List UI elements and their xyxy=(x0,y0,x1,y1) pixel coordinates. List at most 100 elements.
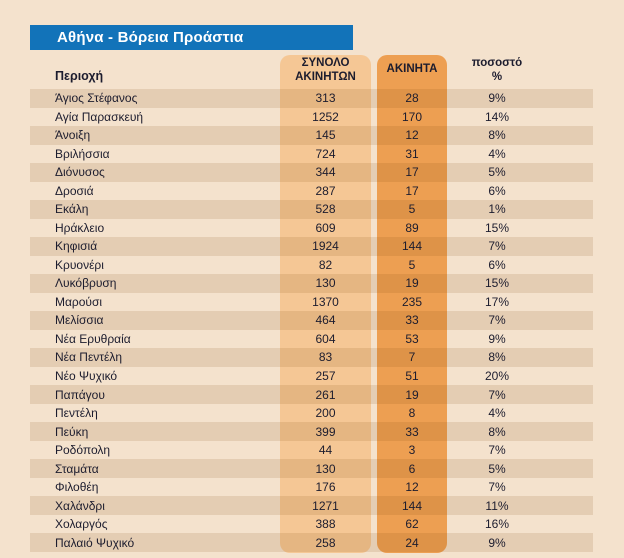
region-name: Ροδόπολη xyxy=(55,443,111,458)
total-value: 258 xyxy=(315,535,336,550)
region-name: Άνοιξη xyxy=(55,128,91,143)
table-row: Δροσιά 287 17 6% xyxy=(30,182,593,201)
total-value: 313 xyxy=(315,91,336,106)
percent-value: 7% xyxy=(488,443,506,458)
table-row: Παλαιό Ψυχικό 258 24 9% xyxy=(30,533,593,552)
table-row: Παπάγου 261 19 7% xyxy=(30,385,593,404)
percent-value: 7% xyxy=(488,239,506,254)
percent-value: 8% xyxy=(488,350,506,365)
region-name: Πεύκη xyxy=(55,424,89,439)
total-value: 176 xyxy=(315,480,336,495)
region-name: Παλαιό Ψυχικό xyxy=(55,535,135,550)
total-value: 464 xyxy=(315,313,336,328)
listings-value: 19 xyxy=(405,387,419,402)
column-header-percent-line2: % xyxy=(491,70,503,83)
percent-value: 4% xyxy=(488,406,506,421)
region-name: Μελίσσια xyxy=(55,313,104,328)
percent-value: 6% xyxy=(488,183,506,198)
total-value: 257 xyxy=(315,368,336,383)
listings-value: 62 xyxy=(405,517,419,532)
table-row: Νέα Πεντέλη 83 7 8% xyxy=(30,348,593,367)
total-value: 261 xyxy=(315,387,336,402)
region-name: Νέο Ψυχικό xyxy=(55,368,118,383)
percent-value: 8% xyxy=(488,128,506,143)
table-row: Εκάλη 528 5 1% xyxy=(30,200,593,219)
table-row: Διόνυσος 344 17 5% xyxy=(30,163,593,182)
total-value: 130 xyxy=(315,461,336,476)
percent-value: 1% xyxy=(488,202,506,217)
region-name: Νέα Πεντέλη xyxy=(55,350,123,365)
listings-value: 7 xyxy=(408,350,416,365)
percent-value: 5% xyxy=(488,461,506,476)
region-name: Κηφισιά xyxy=(55,239,98,254)
listings-value: 53 xyxy=(405,331,419,346)
percent-value: 5% xyxy=(488,165,506,180)
table-row: Βριλήσσια 724 31 4% xyxy=(30,145,593,164)
percent-value: 15% xyxy=(484,276,510,291)
listings-value: 89 xyxy=(405,220,419,235)
percent-value: 7% xyxy=(488,387,506,402)
region-name: Φιλοθέη xyxy=(55,480,99,495)
table-row: Χολαργός 388 62 16% xyxy=(30,515,593,534)
region-name: Ηράκλειο xyxy=(55,220,105,235)
percent-value: 7% xyxy=(488,313,506,328)
percent-value: 15% xyxy=(484,220,510,235)
percent-value: 6% xyxy=(488,257,506,272)
percent-value: 16% xyxy=(484,517,510,532)
listings-value: 144 xyxy=(401,498,423,513)
table-row: Πεντέλη 200 8 4% xyxy=(30,404,593,423)
table-row: Ροδόπολη 44 3 7% xyxy=(30,441,593,460)
region-name: Εκάλη xyxy=(55,202,89,217)
table-row: Σταμάτα 130 6 5% xyxy=(30,459,593,478)
total-value: 1271 xyxy=(312,498,339,513)
listings-value: 235 xyxy=(401,294,423,309)
table-row: Πεύκη 399 33 8% xyxy=(30,422,593,441)
percent-value: 9% xyxy=(488,91,506,106)
total-value: 604 xyxy=(315,331,336,346)
listings-value: 12 xyxy=(405,128,419,143)
percent-value: 17% xyxy=(484,294,510,309)
region-name: Δροσιά xyxy=(55,183,94,198)
listings-value: 17 xyxy=(405,183,419,198)
table-row: Άγιος Στέφανος 313 28 9% xyxy=(30,89,593,108)
listings-value: 19 xyxy=(405,276,419,291)
table-row: Νέο Ψυχικό 257 51 20% xyxy=(30,367,593,386)
listings-value: 5 xyxy=(408,257,416,272)
page-title: Αθήνα - Βόρεια Προάστια xyxy=(57,29,244,46)
percent-value: 14% xyxy=(484,109,510,124)
total-value: 344 xyxy=(315,165,336,180)
title-bar: Αθήνα - Βόρεια Προάστια xyxy=(30,25,353,50)
region-name: Λυκόβρυση xyxy=(55,276,117,291)
percent-value: 7% xyxy=(488,480,506,495)
total-value: 145 xyxy=(315,128,336,143)
listings-value: 24 xyxy=(405,535,419,550)
region-name: Πεντέλη xyxy=(55,406,98,421)
listings-value: 170 xyxy=(401,109,423,124)
listings-value: 5 xyxy=(408,202,416,217)
total-value: 83 xyxy=(318,350,333,365)
total-value: 724 xyxy=(315,146,336,161)
column-header-total: ΣΥΝΟΛΟ ΑΚΙΝΗΤΩΝ xyxy=(280,57,371,84)
column-header-percent: ποσοστό % xyxy=(447,57,547,84)
total-value: 1370 xyxy=(312,294,339,309)
table-row: Μαρούσι 1370 235 17% xyxy=(30,293,593,312)
table-row: Κηφισιά 1924 144 7% xyxy=(30,237,593,256)
total-value: 1252 xyxy=(312,109,339,124)
region-name: Βριλήσσια xyxy=(55,146,110,161)
region-name: Χολαργός xyxy=(55,517,108,532)
percent-value: 9% xyxy=(488,535,506,550)
listings-value: 8 xyxy=(408,406,416,421)
percent-value: 11% xyxy=(485,498,509,513)
column-header-total-line2: ΑΚΙΝΗΤΩΝ xyxy=(295,70,356,83)
total-value: 1924 xyxy=(312,239,339,254)
region-name: Αγία Παρασκευή xyxy=(55,109,144,124)
region-name: Παπάγου xyxy=(55,387,105,402)
listings-value: 6 xyxy=(408,461,416,476)
table-row: Λυκόβρυση 130 19 15% xyxy=(30,274,593,293)
listings-value: 28 xyxy=(405,91,419,106)
total-value: 399 xyxy=(315,424,336,439)
table-row: Μελίσσια 464 33 7% xyxy=(30,311,593,330)
percent-value: 4% xyxy=(488,146,506,161)
table-row: Άνοιξη 145 12 8% xyxy=(30,126,593,145)
